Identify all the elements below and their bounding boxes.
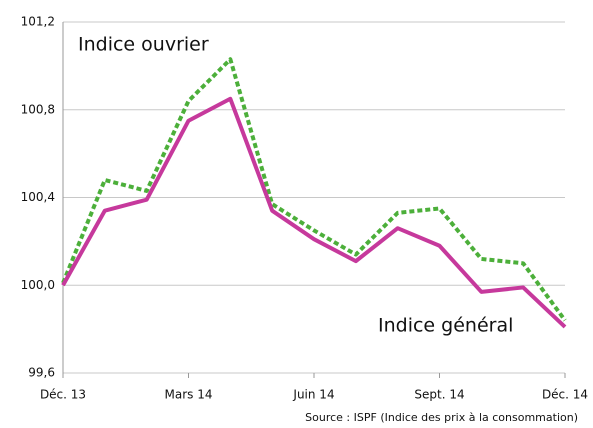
y-tick-label: 101,2	[21, 15, 55, 29]
source: Source : ISPF (Indice des prix à la cons…	[305, 411, 578, 424]
series-line	[61, 57, 567, 322]
series-label: Indice ouvrier	[78, 34, 209, 56]
y-tick-label: 100,0	[21, 278, 55, 292]
x-tick-label: Déc. 14	[542, 388, 588, 402]
y-tick-label: 100,4	[21, 190, 55, 204]
y-tick-label: 100,8	[21, 102, 55, 116]
x-tick-label: Mars 14	[165, 388, 213, 402]
x-tick-label: Déc. 13	[40, 388, 86, 402]
x-tick-label: Sept. 14	[414, 388, 464, 402]
x-tick-label: Juin 14	[292, 388, 334, 402]
y-tick-label: 99,6	[28, 366, 55, 380]
series-line	[61, 96, 567, 329]
series-label: Indice général	[378, 315, 513, 337]
